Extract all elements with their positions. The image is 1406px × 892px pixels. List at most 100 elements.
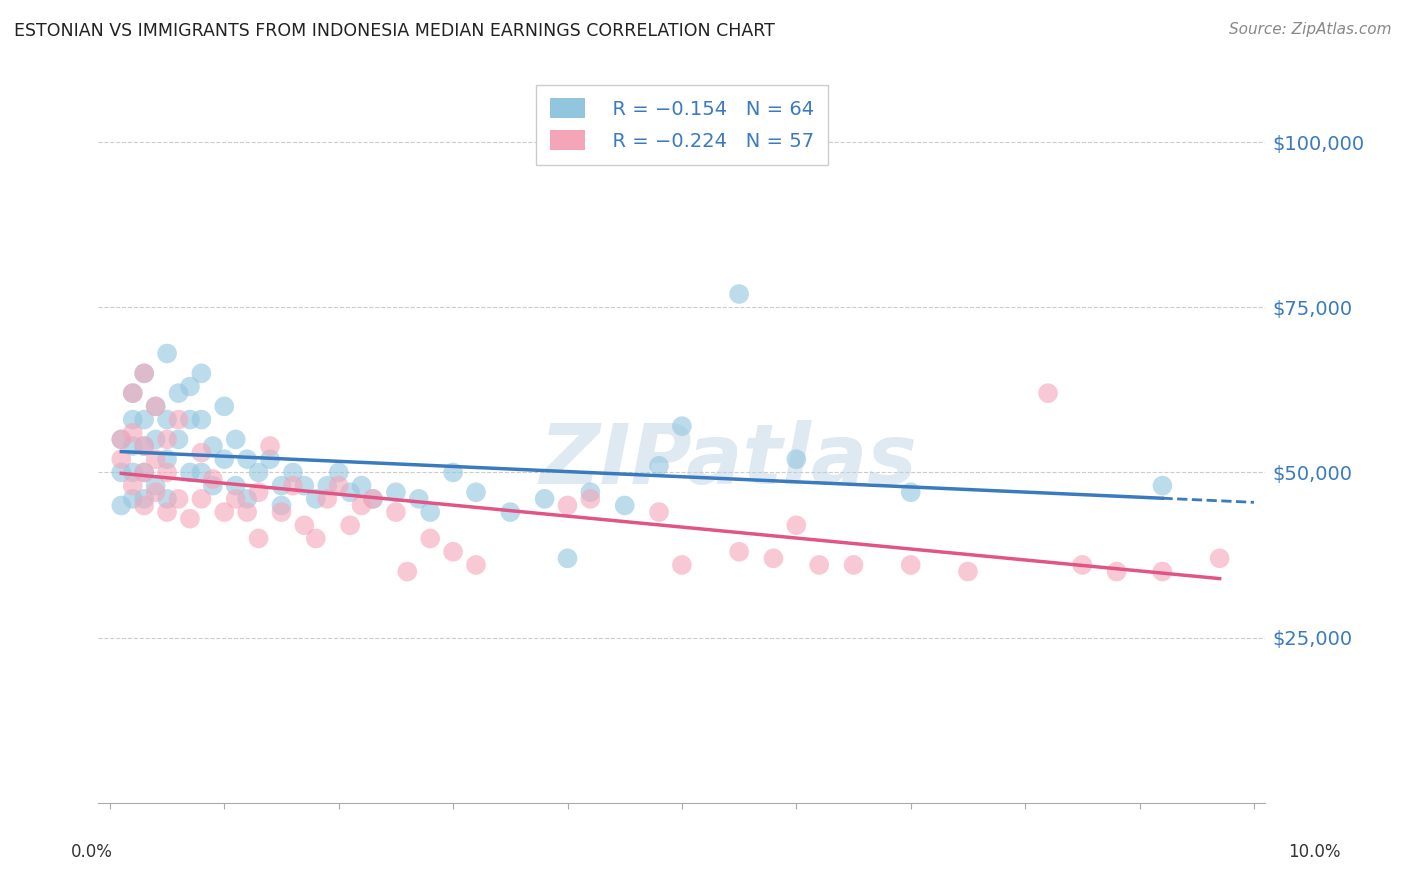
Point — [145, 400, 167, 414]
Point — [145, 452, 167, 467]
Point — [671, 558, 693, 572]
Point — [385, 505, 408, 519]
Point — [121, 478, 143, 492]
Point — [671, 419, 693, 434]
Point — [339, 518, 361, 533]
Point — [134, 466, 156, 480]
Point — [613, 499, 636, 513]
Point — [1152, 565, 1174, 579]
Point — [190, 445, 212, 459]
Point — [167, 386, 190, 401]
Point — [121, 466, 143, 480]
Point — [305, 532, 328, 546]
Point — [121, 386, 143, 401]
Point — [134, 439, 156, 453]
Point — [728, 287, 751, 301]
Point — [247, 532, 270, 546]
Point — [1036, 386, 1059, 401]
Point — [145, 400, 167, 414]
Point — [201, 439, 224, 453]
Point — [156, 346, 179, 360]
Point — [292, 518, 315, 533]
Point — [281, 466, 304, 480]
Text: ZIPatlas: ZIPatlas — [540, 420, 918, 500]
Point — [145, 478, 167, 492]
Point — [533, 491, 555, 506]
Point — [316, 491, 339, 506]
Point — [225, 478, 247, 492]
Point — [225, 433, 247, 447]
Point — [339, 485, 361, 500]
Point — [121, 439, 143, 453]
Point — [236, 505, 259, 519]
Point — [134, 466, 156, 480]
Point — [579, 491, 602, 506]
Point — [361, 491, 384, 506]
Point — [808, 558, 831, 572]
Point — [1152, 478, 1174, 492]
Point — [328, 478, 350, 492]
Point — [648, 458, 671, 473]
Point — [557, 499, 579, 513]
Point — [281, 478, 304, 492]
Point — [156, 466, 179, 480]
Point — [167, 491, 190, 506]
Point — [557, 551, 579, 566]
Point — [328, 466, 350, 480]
Point — [728, 545, 751, 559]
Point — [579, 485, 602, 500]
Point — [145, 485, 167, 500]
Point — [1071, 558, 1094, 572]
Point — [305, 491, 328, 506]
Point — [156, 433, 179, 447]
Point — [214, 400, 236, 414]
Point — [1208, 551, 1230, 566]
Point — [156, 452, 179, 467]
Point — [419, 505, 441, 519]
Point — [110, 466, 132, 480]
Point — [145, 433, 167, 447]
Point — [785, 452, 807, 467]
Point — [350, 478, 373, 492]
Point — [110, 452, 132, 467]
Legend:  — [675, 833, 689, 847]
Point — [167, 433, 190, 447]
Point — [785, 518, 807, 533]
Point — [121, 386, 143, 401]
Point — [156, 412, 179, 426]
Point — [134, 499, 156, 513]
Point — [259, 439, 281, 453]
Point — [1105, 565, 1128, 579]
Point — [956, 565, 979, 579]
Point — [110, 433, 132, 447]
Point — [441, 545, 464, 559]
Point — [121, 412, 143, 426]
Point — [396, 565, 419, 579]
Point — [110, 433, 132, 447]
Point — [900, 558, 922, 572]
Text: 10.0%: 10.0% — [1288, 843, 1341, 861]
Point — [270, 505, 292, 519]
Point — [247, 485, 270, 500]
Point — [762, 551, 785, 566]
Point — [270, 499, 292, 513]
Point — [225, 491, 247, 506]
Point — [361, 491, 384, 506]
Point — [134, 367, 156, 381]
Point — [648, 505, 671, 519]
Text: ESTONIAN VS IMMIGRANTS FROM INDONESIA MEDIAN EARNINGS CORRELATION CHART: ESTONIAN VS IMMIGRANTS FROM INDONESIA ME… — [14, 22, 775, 40]
Text: Source: ZipAtlas.com: Source: ZipAtlas.com — [1229, 22, 1392, 37]
Point — [134, 367, 156, 381]
Point — [259, 452, 281, 467]
Point — [408, 491, 430, 506]
Point — [179, 412, 201, 426]
Point — [465, 558, 488, 572]
Point — [419, 532, 441, 546]
Point — [270, 478, 292, 492]
Point — [292, 478, 315, 492]
Point — [179, 466, 201, 480]
Point — [156, 505, 179, 519]
Point — [167, 412, 190, 426]
Point — [900, 485, 922, 500]
Point — [499, 505, 522, 519]
